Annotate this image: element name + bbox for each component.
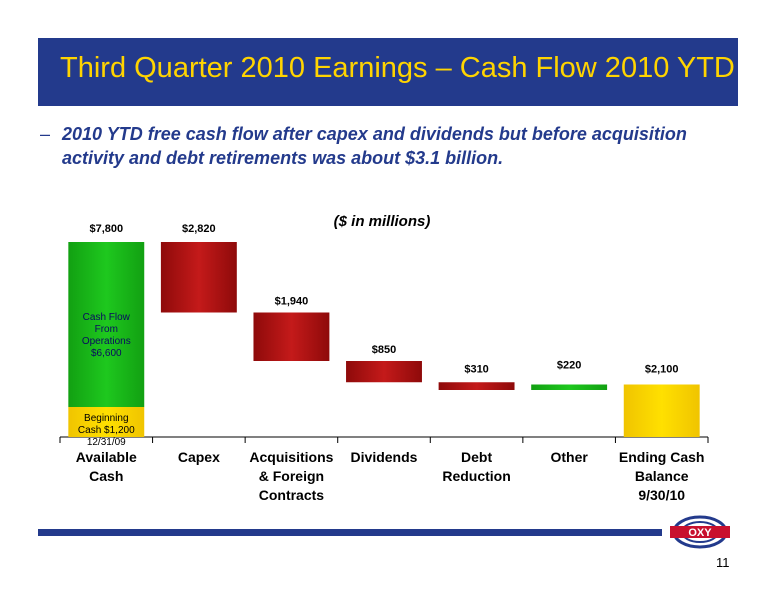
- bar: [438, 382, 515, 390]
- bar-segment: [68, 242, 145, 407]
- segment-label: From: [95, 324, 118, 335]
- value-label: $2,100: [645, 364, 679, 376]
- category-label: Ending Cash: [619, 449, 705, 465]
- bar-segment: [68, 407, 145, 437]
- category-label: Debt: [461, 449, 492, 465]
- category-label: & Foreign: [259, 468, 324, 484]
- value-label: $7,800: [89, 223, 123, 235]
- bar: [623, 384, 700, 437]
- segment-label: Operations: [82, 336, 131, 347]
- bullet-point: – 2010 YTD free cash flow after capex an…: [40, 122, 722, 170]
- value-label: $2,820: [182, 223, 216, 235]
- bar: [160, 242, 237, 313]
- category-label: Available: [76, 449, 137, 465]
- bar: [346, 361, 422, 383]
- segment-label: Cash $1,200: [78, 425, 135, 436]
- category-label: Dividends: [351, 449, 418, 465]
- value-label: $1,940: [275, 296, 309, 308]
- title-banner: Third Quarter 2010 Earnings – Cash Flow …: [38, 38, 738, 106]
- footer-bar: [38, 529, 662, 536]
- oxy-logo: OXY: [668, 513, 732, 551]
- segment-label: 12/31/09: [87, 437, 126, 448]
- category-label: Capex: [178, 449, 220, 465]
- bar: [531, 384, 608, 390]
- category-label: 9/30/10: [638, 487, 685, 503]
- bullet-dash: –: [40, 124, 51, 144]
- category-label: Reduction: [442, 468, 510, 484]
- category-label: Other: [550, 449, 588, 465]
- category-label: Contracts: [259, 487, 325, 503]
- slide-title: Third Quarter 2010 Earnings – Cash Flow …: [60, 52, 735, 84]
- category-label: Acquisitions: [249, 449, 333, 465]
- value-label: $310: [464, 363, 488, 375]
- segment-label: Beginning: [84, 413, 128, 424]
- logo-text: OXY: [688, 527, 712, 539]
- page-number: 11: [716, 555, 730, 570]
- bullet-text: 2010 YTD free cash flow after capex and …: [62, 124, 687, 168]
- category-label: Cash: [89, 468, 123, 484]
- value-label: $220: [557, 360, 581, 372]
- segment-label: Cash Flow: [83, 312, 131, 323]
- value-label: $850: [372, 344, 396, 356]
- category-label: Balance: [635, 468, 689, 484]
- bar: [253, 312, 330, 361]
- chart-subtitle: ($ in millions): [334, 213, 431, 230]
- segment-label: $6,600: [91, 348, 122, 359]
